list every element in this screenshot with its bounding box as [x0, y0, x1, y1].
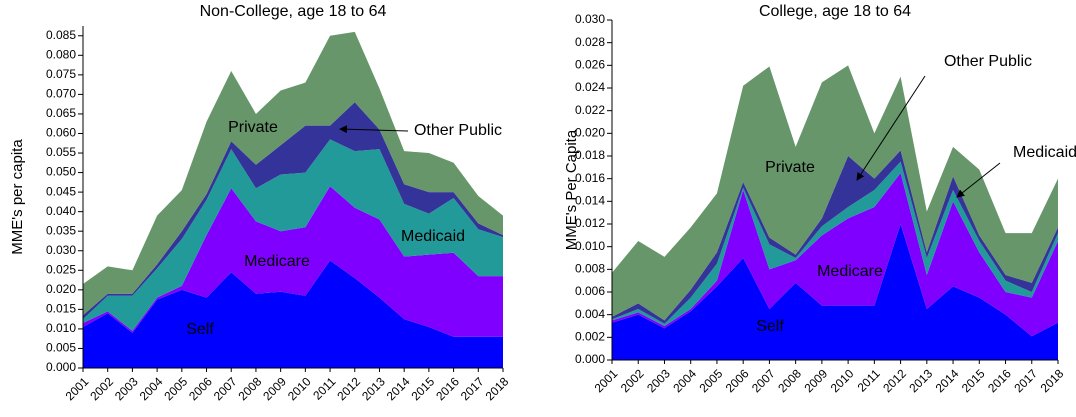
y-tick-label: 0.014	[575, 194, 605, 208]
area	[612, 224, 1058, 360]
y-tick-label: 0.005	[46, 341, 76, 355]
x-tick-label: 2002	[618, 366, 647, 395]
area-label: Medicare	[817, 263, 883, 280]
y-axis-label: MME's Per Capita	[563, 129, 580, 250]
x-tick-label: 2002	[87, 374, 116, 403]
y-tick-label: 0.070	[46, 87, 76, 101]
y-tick-label: 0.080	[46, 47, 76, 61]
area	[612, 173, 1058, 337]
x-tick-label: 2015	[959, 366, 988, 395]
y-tick-label: 0.030	[46, 243, 76, 257]
x-tick-label: 2014	[933, 366, 962, 395]
area	[83, 186, 503, 337]
area-label: Medicaid	[1013, 144, 1076, 161]
y-tick-label: 0.040	[46, 204, 76, 218]
x-tick-label: 2010	[828, 366, 857, 395]
y-tick-label: 0.024	[575, 80, 605, 94]
y-tick-label: 0.008	[575, 262, 605, 276]
y-tick-label: 0.025	[46, 262, 76, 276]
chart-title: Non-College, age 18 to 64	[200, 3, 387, 20]
y-tick-label: 0.045	[46, 184, 76, 198]
area-label: Other Public	[414, 122, 502, 139]
y-tick-label: 0.050	[46, 165, 76, 179]
y-tick-label: 0.085	[46, 28, 76, 42]
x-tick-label: 2001	[592, 366, 621, 395]
y-tick-label: 0.065	[46, 106, 76, 120]
area	[83, 102, 503, 320]
area-label: Other Public	[944, 53, 1032, 70]
y-tick-label: 0.030	[575, 12, 605, 26]
x-tick-label: 2018	[1038, 366, 1067, 395]
area-label: Private	[228, 119, 278, 136]
x-tick-label: 2004	[137, 374, 166, 403]
y-tick-label: 0.016	[575, 171, 605, 185]
y-tick-label: 0.004	[575, 307, 605, 321]
y-tick-label: 0.000	[46, 360, 76, 374]
x-tick-label: 2018	[483, 374, 512, 403]
y-tick-label: 0.020	[46, 282, 76, 296]
x-tick-label: 2015	[408, 374, 437, 403]
x-tick-label: 2012	[880, 366, 909, 395]
x-tick-label: 2006	[723, 366, 752, 395]
annotation-arrow	[339, 125, 409, 134]
x-tick-label: 2009	[260, 374, 289, 403]
y-tick-label: 0.026	[575, 58, 605, 72]
x-tick-label: 2014	[384, 374, 413, 403]
x-tick-label: 2005	[697, 366, 726, 395]
y-tick-label: 0.035	[46, 223, 76, 237]
x-tick-label: 2006	[186, 374, 215, 403]
y-tick-label: 0.010	[575, 239, 605, 253]
area	[83, 260, 503, 368]
y-tick-label: 0.015	[46, 302, 76, 316]
x-tick-label: 2008	[236, 374, 265, 403]
x-tick-label: 2008	[775, 366, 804, 395]
x-tick-label: 2001	[63, 374, 92, 403]
chart-title: College, age 18 to 64	[759, 3, 911, 20]
x-tick-label: 2007	[211, 374, 240, 403]
area	[83, 139, 503, 331]
y-tick-label: 0.006	[575, 284, 605, 298]
x-tick-label: 2005	[161, 374, 190, 403]
x-tick-label: 2013	[906, 366, 935, 395]
area-label: Medicare	[244, 253, 310, 270]
y-tick-label: 0.020	[575, 126, 605, 140]
y-tick-label: 0.055	[46, 145, 76, 159]
y-tick-label: 0.000	[575, 352, 605, 366]
x-tick-label: 2010	[285, 374, 314, 403]
area-label: Medicaid	[401, 228, 465, 245]
x-tick-label: 2009	[801, 366, 830, 395]
y-tick-label: 0.002	[575, 330, 605, 344]
y-tick-label: 0.028	[575, 35, 605, 49]
x-tick-label: 2003	[644, 366, 673, 395]
y-tick-label: 0.060	[46, 126, 76, 140]
x-tick-label: 2017	[458, 374, 487, 403]
x-tick-label: 2013	[359, 374, 388, 403]
y-tick-label: 0.018	[575, 148, 605, 162]
x-tick-label: 2016	[985, 366, 1014, 395]
x-tick-label: 2012	[334, 374, 363, 403]
x-tick-label: 2016	[433, 374, 462, 403]
area-label: Self	[756, 318, 784, 335]
area	[83, 31, 503, 316]
area	[612, 65, 1058, 321]
x-tick-label: 2007	[749, 366, 778, 395]
y-tick-label: 0.075	[46, 67, 76, 81]
y-axis-label: MME's per capita	[9, 139, 26, 255]
x-tick-label: 2017	[1011, 366, 1040, 395]
x-tick-label: 2011	[310, 374, 338, 402]
x-tick-label: 2011	[855, 366, 883, 394]
annotation-arrow	[856, 75, 926, 181]
x-tick-label: 2003	[112, 374, 141, 403]
annotation-arrow	[956, 162, 1001, 198]
y-tick-label: 0.012	[575, 216, 605, 230]
area-label: Self	[186, 321, 214, 338]
y-tick-label: 0.010	[46, 321, 76, 335]
area-label: Private	[765, 159, 815, 176]
x-tick-label: 2004	[670, 366, 699, 395]
y-tick-label: 0.022	[575, 103, 605, 117]
